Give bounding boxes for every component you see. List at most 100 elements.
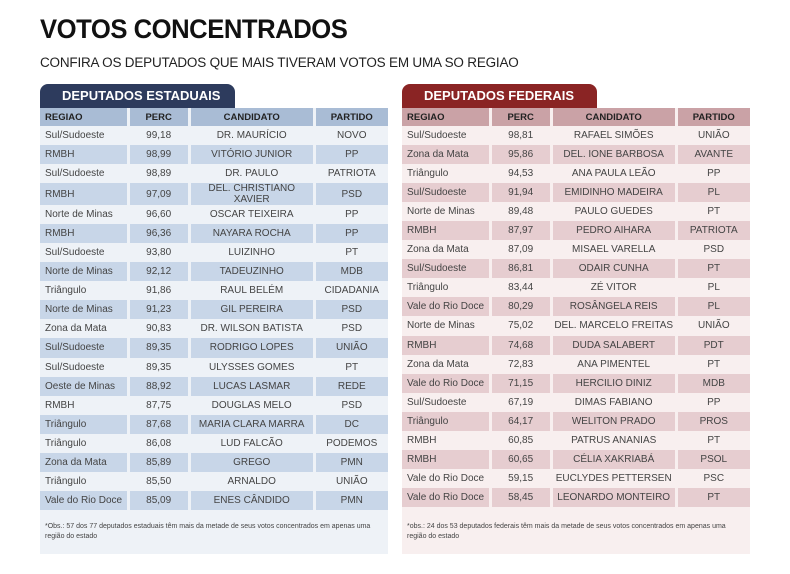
perc-cell: 89,35: [146, 361, 172, 373]
perc-cell: 91,23: [129, 300, 188, 320]
partido-cell: PATRIOTA: [677, 221, 750, 241]
perc-cell: 89,48: [508, 206, 534, 218]
regiao-cell: Vale do Rio Doce: [40, 490, 127, 510]
regiao-cell: RMBH: [40, 145, 127, 165]
regiao-cell: Sul/Sudoeste: [402, 183, 489, 203]
regiao-cell: RMBH: [402, 335, 489, 355]
perc-cell: 80,29: [491, 297, 550, 317]
candidato-cell: PEDRO AIHARA: [552, 221, 675, 241]
perc-cell: 87,09: [508, 244, 534, 256]
table-row: Zona da Mata 87,09 MISAEL VARELLA PSD: [402, 240, 750, 259]
candidato-cell: TADEUZINHO: [190, 262, 313, 282]
perc-cell: 72,83: [508, 358, 534, 370]
regiao-cell: Sul/Sudoeste: [407, 396, 467, 408]
table-row: Norte de Minas 91,23 GIL PEREIRA PSD: [40, 300, 388, 320]
candidato-cell: RAFAEL SIMÕES: [573, 130, 654, 142]
regiao-cell: Triângulo: [407, 168, 449, 180]
perc-cell: 92,12: [129, 262, 188, 282]
table-row: Zona da Mata 85,89 GREGO PMN: [40, 452, 388, 472]
table-row: Vale do Rio Doce 58,45 LEONARDO MONTEIRO PT: [402, 487, 750, 507]
candidato-cell: DEL. CHRISTIANO XAVIER: [190, 183, 313, 206]
table-row: Sul/Sudoeste 91,94 EMIDINHO MADEIRA PL: [402, 183, 750, 203]
partido-cell: MDB: [677, 373, 750, 393]
perc-cell: 85,50: [146, 475, 172, 487]
regiao-cell: RMBH: [402, 449, 489, 469]
partido-cell: PP: [345, 209, 359, 221]
partido-cell: UNIÃO: [315, 338, 388, 358]
perc-cell: 59,15: [508, 472, 534, 484]
table-row: Sul/Sudoeste 93,80 LUIZINHO PT: [40, 243, 388, 262]
regiao-cell: Sul/Sudoeste: [402, 259, 489, 279]
table-row: Vale do Rio Doce 71,15 HERCILIO DINIZ MDB: [402, 373, 750, 393]
partido-cell: PT: [707, 358, 721, 370]
table-row: Sul/Sudoeste 67,19 DIMAS FABIANO PP: [402, 393, 750, 412]
column-header-candidato: CANDIDATO: [552, 108, 675, 126]
regiao-cell: Vale do Rio Doce: [402, 297, 489, 317]
partido-cell: CIDADANIA: [324, 285, 379, 297]
estaduais-panel: DEPUTADOS ESTADUAIS REGIAO PERC CANDIDAT…: [40, 84, 388, 554]
candidato-cell: MISAEL VARELLA: [572, 244, 656, 256]
table-row: Sul/Sudoeste 89,35 RODRIGO LOPES UNIÃO: [40, 338, 388, 358]
perc-cell: 60,85: [508, 434, 534, 446]
column-header-partido: PARTIDO: [677, 108, 750, 126]
candidato-cell: LEONARDO MONTEIRO: [552, 487, 675, 507]
partido-cell: PSD: [341, 323, 363, 335]
perc-cell: 74,68: [491, 335, 550, 355]
table-row: Norte de Minas 89,48 PAULO GUEDES PT: [402, 202, 750, 221]
candidato-cell: LUCAS LASMAR: [190, 376, 313, 396]
table-row: RMBH 74,68 DUDA SALABERT PDT: [402, 335, 750, 355]
candidato-cell: DEL. MARCELO FREITAS: [554, 320, 674, 332]
table-row: Norte de Minas 96,60 OSCAR TEIXEIRA PP: [40, 205, 388, 224]
candidato-cell: PAULO GUEDES: [574, 206, 653, 218]
regiao-cell: Zona da Mata: [407, 358, 469, 370]
partido-cell: PT: [677, 259, 750, 279]
regiao-cell: Norte de Minas: [407, 320, 475, 332]
federais-tab-label: DEPUTADOS FEDERAIS: [402, 84, 597, 108]
perc-cell: 91,86: [146, 285, 172, 297]
federais-table: REGIAO PERC CANDIDATO PARTIDO Sul/Sudoes…: [399, 108, 753, 507]
regiao-cell: Norte de Minas: [45, 209, 113, 221]
candidato-cell: ROSÂNGELA REIS: [552, 297, 675, 317]
perc-cell: 85,09: [129, 490, 188, 510]
candidato-cell: EMIDINHO MADEIRA: [552, 183, 675, 203]
partido-cell: PT: [707, 206, 721, 218]
regiao-cell: Sul/Sudoeste: [45, 247, 105, 259]
regiao-cell: Sul/Sudoeste: [407, 130, 467, 142]
partido-cell: PMN: [315, 490, 388, 510]
partido-cell: PDT: [677, 335, 750, 355]
page-title: VOTOS CONCENTRADOS: [40, 14, 348, 44]
regiao-cell: RMBH: [407, 434, 437, 446]
table-row: Triângulo 86,08 LUD FALCÃO PODEMOS: [40, 434, 388, 453]
table-row: Triângulo 94,53 ANA PAULA LEÃO PP: [402, 164, 750, 183]
partido-cell: PL: [677, 183, 750, 203]
partido-cell: PT: [677, 487, 750, 507]
regiao-cell: Sul/Sudoeste: [40, 338, 127, 358]
perc-cell: 89,35: [129, 338, 188, 358]
candidato-cell: DOUGLAS MELO: [211, 399, 292, 411]
regiao-cell: Norte de Minas: [40, 300, 127, 320]
candidato-cell: DR. WILSON BATISTA: [200, 323, 303, 335]
partido-cell: PSC: [703, 472, 725, 484]
perc-cell: 97,09: [129, 183, 188, 206]
partido-cell: PP: [315, 145, 388, 165]
partido-cell: AVANTE: [677, 145, 750, 165]
candidato-cell: ZÉ VITOR: [590, 282, 637, 294]
regiao-cell: Norte de Minas: [40, 262, 127, 282]
regiao-cell: Oeste de Minas: [40, 376, 127, 396]
regiao-cell: Triângulo: [45, 437, 87, 449]
partido-cell: PL: [707, 282, 720, 294]
table-row: Zona da Mata 90,83 DR. WILSON BATISTA PSD: [40, 319, 388, 338]
perc-cell: 90,83: [146, 323, 172, 335]
regiao-cell: Triângulo: [407, 282, 449, 294]
partido-cell: UNIÃO: [335, 475, 368, 487]
partido-cell: PSD: [341, 399, 363, 411]
partido-cell: PSD: [703, 244, 725, 256]
partido-cell: MDB: [315, 262, 388, 282]
regiao-cell: Zona da Mata: [407, 244, 469, 256]
candidato-cell: EUCLYDES PETTERSEN: [555, 472, 672, 484]
column-header-regiao: REGIAO: [402, 108, 489, 126]
candidato-cell: ARNALDO: [227, 475, 276, 487]
partido-cell: PP: [315, 224, 388, 244]
perc-cell: 75,02: [508, 320, 534, 332]
estaduais-tab-label: DEPUTADOS ESTADUAIS: [40, 84, 235, 108]
